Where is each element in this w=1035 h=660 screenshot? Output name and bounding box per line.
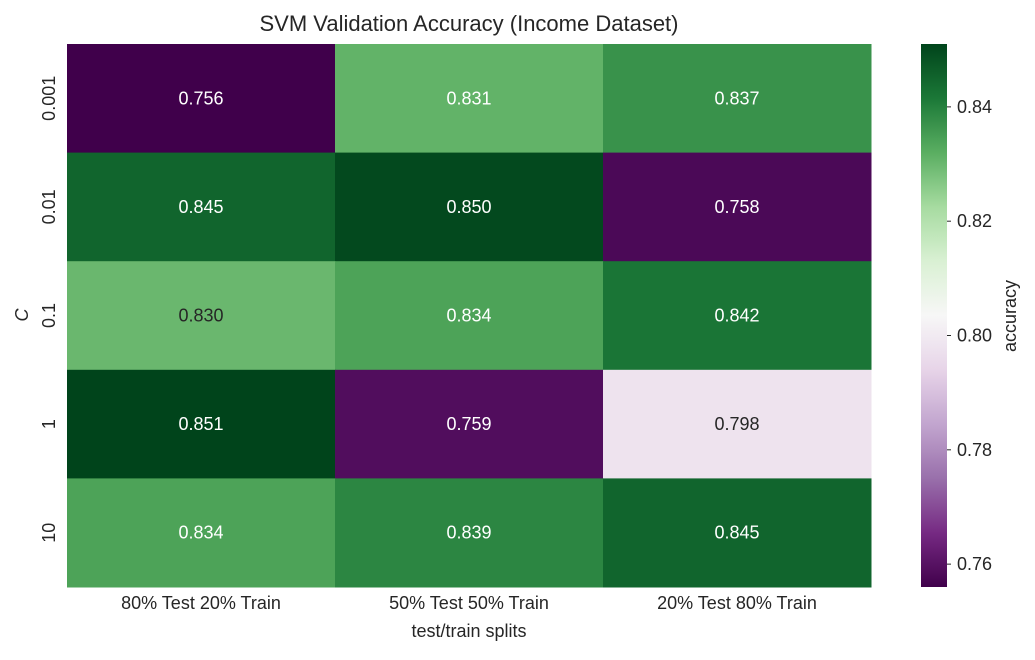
chart-title: SVM Validation Accuracy (Income Dataset) bbox=[260, 11, 679, 36]
heatmap-cell bbox=[67, 478, 336, 588]
colorbar-gradient bbox=[921, 44, 947, 587]
y-tick-label: 1 bbox=[39, 419, 59, 429]
cell-value-label: 0.798 bbox=[714, 414, 759, 434]
heatmap-cell bbox=[603, 478, 872, 588]
heatmap-cell bbox=[67, 261, 336, 371]
heatmap-cell bbox=[603, 261, 872, 371]
cell-value-label: 0.850 bbox=[446, 197, 491, 217]
cell-value-label: 0.758 bbox=[714, 197, 759, 217]
cell-value-label: 0.756 bbox=[178, 88, 223, 108]
y-tick-label: 0.1 bbox=[39, 303, 59, 328]
heatmap-cell bbox=[603, 152, 872, 262]
heatmap-cell bbox=[335, 152, 604, 262]
heatmap-cell bbox=[603, 369, 872, 479]
cell-value-label: 0.837 bbox=[714, 88, 759, 108]
cell-value-label: 0.839 bbox=[446, 523, 491, 543]
y-tick-label: 10 bbox=[39, 523, 59, 543]
cell-value-label: 0.845 bbox=[178, 197, 223, 217]
heatmap-cell bbox=[67, 44, 336, 154]
heatmap-cells: 0.756 0.831 0.837 0.845 0.850 0.758 0.830 0.834… bbox=[67, 44, 872, 588]
colorbar-label: accuracy bbox=[1000, 280, 1020, 352]
x-tick-label: 80% Test 20% Train bbox=[121, 593, 281, 613]
colorbar-tick-label: 0.84 bbox=[957, 97, 992, 117]
y-axis-label: C bbox=[12, 308, 32, 322]
heatmap-cell bbox=[335, 478, 604, 588]
cell-value-label: 0.830 bbox=[178, 306, 223, 326]
y-tick-label: 0.001 bbox=[39, 76, 59, 121]
x-axis-label: test/train splits bbox=[411, 621, 526, 641]
x-tick-label: 20% Test 80% Train bbox=[657, 593, 817, 613]
cell-value-label: 0.845 bbox=[714, 523, 759, 543]
cell-value-label: 0.759 bbox=[446, 414, 491, 434]
heatmap-cell bbox=[335, 261, 604, 371]
heatmap-cell bbox=[335, 44, 604, 154]
heatmap-cell bbox=[603, 44, 872, 154]
heatmap-cell bbox=[67, 369, 336, 479]
cell-value-label: 0.834 bbox=[178, 523, 223, 543]
y-tick-label: 0.01 bbox=[39, 189, 59, 224]
x-tick-label: 50% Test 50% Train bbox=[389, 593, 549, 613]
colorbar-tick-label: 0.76 bbox=[957, 554, 992, 574]
heatmap-cell bbox=[335, 369, 604, 479]
colorbar-tick-label: 0.78 bbox=[957, 440, 992, 460]
cell-value-label: 0.842 bbox=[714, 306, 759, 326]
colorbar: 0.76 0.78 0.80 0.82 0.84 bbox=[921, 44, 992, 587]
x-tick-labels: 80% Test 20% Train 50% Test 50% Train 20% … bbox=[121, 593, 817, 613]
cell-value-label: 0.851 bbox=[178, 414, 223, 434]
colorbar-tick-label: 0.80 bbox=[957, 326, 992, 346]
cell-value-label: 0.834 bbox=[446, 306, 491, 326]
heatmap-cell bbox=[67, 152, 336, 262]
y-tick-labels: 0.001 0.01 0.1 1 10 bbox=[39, 76, 59, 543]
colorbar-tick-label: 0.82 bbox=[957, 211, 992, 231]
cell-value-label: 0.831 bbox=[446, 88, 491, 108]
